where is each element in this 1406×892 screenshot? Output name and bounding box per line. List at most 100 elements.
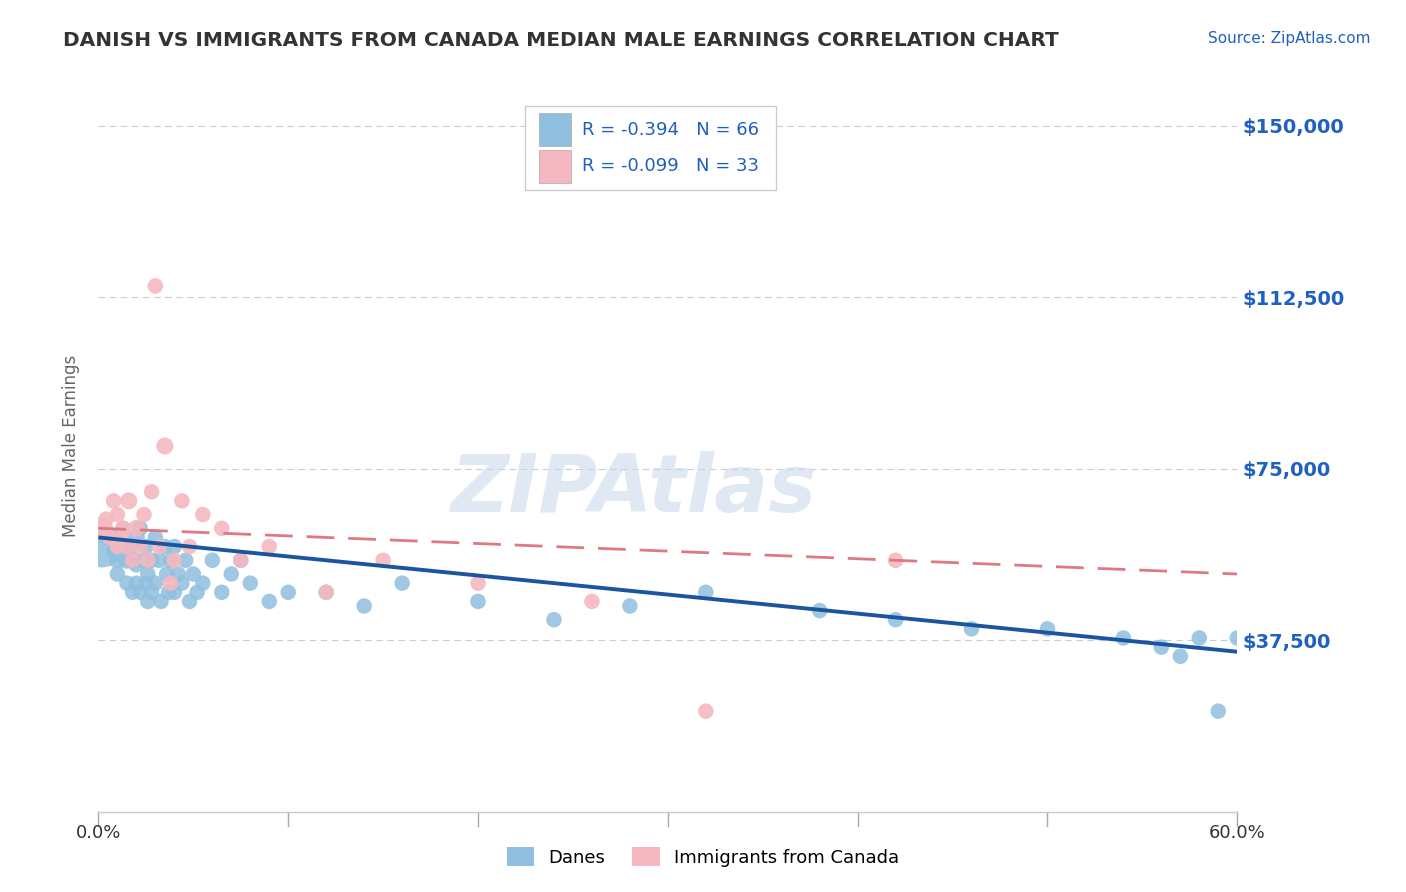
Point — [107, 530, 129, 544]
Point — [543, 613, 565, 627]
Point — [1112, 631, 1135, 645]
Point — [112, 521, 135, 535]
Point — [136, 567, 159, 582]
Point — [183, 567, 205, 582]
Point — [107, 508, 129, 522]
Point — [221, 567, 243, 582]
Point — [315, 585, 337, 599]
Bar — [538, 113, 571, 146]
Point — [125, 530, 148, 544]
Point — [132, 553, 155, 567]
Point — [960, 622, 983, 636]
Point — [115, 576, 138, 591]
Point — [107, 567, 129, 582]
Point — [211, 585, 233, 599]
Legend: Danes, Immigrants from Canada: Danes, Immigrants from Canada — [499, 840, 907, 874]
Point — [145, 279, 167, 293]
Point — [121, 585, 143, 599]
Point — [808, 603, 831, 617]
Point — [135, 576, 157, 591]
Text: ZIPAtlas: ZIPAtlas — [450, 450, 817, 529]
Point — [229, 553, 252, 567]
Point — [186, 585, 208, 599]
Point — [174, 553, 197, 567]
Point — [695, 704, 717, 718]
Point — [191, 508, 214, 522]
Point — [145, 576, 167, 591]
Point — [467, 594, 489, 608]
Point — [129, 585, 152, 599]
Point — [159, 553, 181, 567]
Point — [157, 585, 180, 599]
Point — [125, 521, 148, 535]
Point — [163, 553, 186, 567]
Y-axis label: Median Male Earnings: Median Male Earnings — [62, 355, 80, 537]
Point — [211, 521, 233, 535]
Point — [467, 576, 489, 591]
Point — [148, 540, 170, 554]
Point — [115, 540, 138, 554]
Text: R = -0.099   N = 33: R = -0.099 N = 33 — [582, 157, 759, 175]
Point — [179, 540, 201, 554]
Point — [1170, 649, 1192, 664]
Point — [201, 553, 224, 567]
Point — [191, 576, 214, 591]
Point — [163, 540, 186, 554]
Point — [136, 594, 159, 608]
Text: Source: ZipAtlas.com: Source: ZipAtlas.com — [1208, 31, 1371, 46]
Point — [1150, 640, 1173, 655]
Point — [125, 558, 148, 572]
Point — [107, 553, 129, 567]
Point — [156, 567, 179, 582]
Point — [581, 594, 603, 608]
Point — [239, 576, 262, 591]
Point — [148, 553, 170, 567]
Point — [121, 553, 143, 567]
Point — [170, 576, 193, 591]
Point — [103, 493, 125, 508]
Point — [1208, 704, 1230, 718]
Point — [115, 553, 138, 567]
Point — [118, 493, 141, 508]
Point — [167, 567, 190, 582]
Point — [884, 553, 907, 567]
Text: DANISH VS IMMIGRANTS FROM CANADA MEDIAN MALE EARNINGS CORRELATION CHART: DANISH VS IMMIGRANTS FROM CANADA MEDIAN … — [63, 31, 1059, 50]
Point — [153, 439, 176, 453]
Point — [135, 540, 157, 554]
Point — [619, 599, 641, 613]
Point — [136, 553, 159, 567]
Point — [145, 530, 167, 544]
Point — [103, 544, 125, 558]
Point — [107, 540, 129, 554]
Point — [259, 540, 281, 554]
Point — [695, 585, 717, 599]
Point — [141, 585, 163, 599]
Bar — [538, 150, 571, 183]
Point — [159, 576, 181, 591]
Point — [371, 553, 394, 567]
Point — [163, 585, 186, 599]
Point — [315, 585, 337, 599]
FancyBboxPatch shape — [526, 106, 776, 190]
Point — [121, 553, 143, 567]
Point — [1226, 631, 1249, 645]
Point — [98, 530, 121, 544]
Text: R = -0.394   N = 66: R = -0.394 N = 66 — [582, 120, 759, 138]
Point — [91, 540, 114, 554]
Point — [132, 508, 155, 522]
Point — [112, 521, 135, 535]
Point — [259, 594, 281, 608]
Point — [277, 585, 299, 599]
Point — [110, 540, 132, 554]
Point — [120, 540, 142, 554]
Point — [153, 540, 176, 554]
Point — [94, 512, 117, 526]
Point — [884, 613, 907, 627]
Point — [91, 521, 114, 535]
Point — [97, 530, 120, 544]
Point — [170, 493, 193, 508]
Point — [179, 594, 201, 608]
Point — [110, 530, 132, 544]
Point — [150, 594, 173, 608]
Point — [229, 553, 252, 567]
